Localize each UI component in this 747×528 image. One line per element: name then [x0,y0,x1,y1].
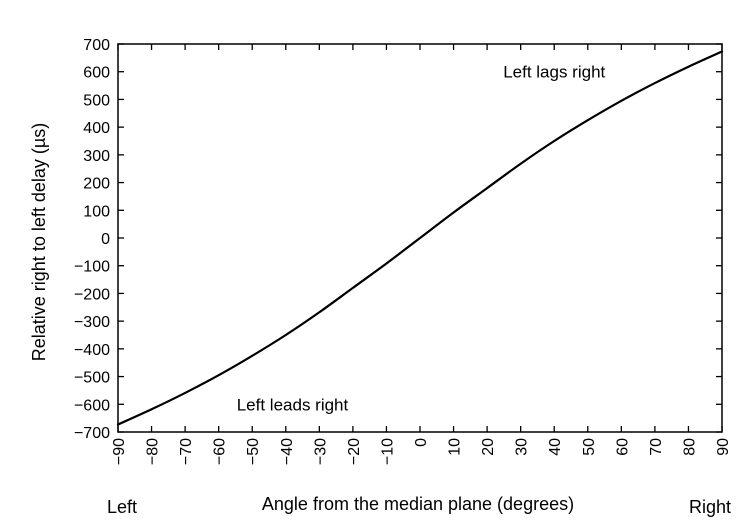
x-tick-label: −70 [178,438,195,465]
x-axis-title: Angle from the median plane (degrees) [262,494,574,514]
x-tick-label: 30 [514,438,531,456]
y-tick-label: 400 [83,120,110,137]
x-tick-label: 40 [547,438,564,456]
left-side-label: Left [107,497,137,517]
x-tick-label: −40 [279,438,296,465]
series-line [116,50,724,426]
x-tick-label: 20 [480,438,497,456]
x-axis-tick-labels: −90 −80 −70 −60 −50 −40 −30 −20 −10 0 10 20 30 40 50 60… [111,438,732,465]
x-tick-label: 90 [715,438,732,456]
y-tick-label: 300 [83,148,110,165]
y-tick-label: 100 [83,203,110,220]
annotation-label: Left leads right [237,395,349,414]
annotations: Left lags right Left leads right [237,63,606,415]
y-tick-label: 500 [83,92,110,109]
x-tick-label: 80 [681,438,698,456]
x-tick-label: 50 [581,438,598,456]
x-tick-label: −20 [346,438,363,465]
x-tick-label: −90 [111,438,128,465]
y-tick-label: 200 [83,176,110,193]
y-tick-label: −600 [74,397,110,414]
x-tick-label: 0 [413,438,430,447]
right-side-label: Right [689,497,731,517]
x-tick-label: 10 [447,438,464,456]
y-tick-label: 700 [83,37,110,54]
series-points [118,51,722,424]
y-tick-label: −400 [74,342,110,359]
y-axis-title: Relative right to left delay (µs) [29,123,49,361]
y-tick-label: −500 [74,370,110,387]
y-axis-tick-labels: 700 600 500 400 300 200 100 0 −100 −200 −300 −400 −5… [74,37,110,442]
y-tick-label: −700 [74,425,110,442]
y-tick-label: −100 [74,259,110,276]
x-axis-ticks [117,44,723,432]
x-tick-label: −60 [212,438,229,465]
y-tick-label: 600 [83,65,110,82]
x-tick-label: −30 [312,438,329,465]
x-tick-label: −50 [245,438,262,465]
x-tick-label: 60 [614,438,631,456]
x-tick-label: −10 [379,438,396,465]
y-tick-label: −200 [74,286,110,303]
y-tick-label: −300 [74,314,110,331]
x-tick-label: 70 [648,438,665,456]
y-tick-label: 0 [101,231,110,248]
x-tick-label: −80 [145,438,162,465]
annotation-label: Left lags right [503,63,605,82]
y-axis-ticks [118,43,722,433]
